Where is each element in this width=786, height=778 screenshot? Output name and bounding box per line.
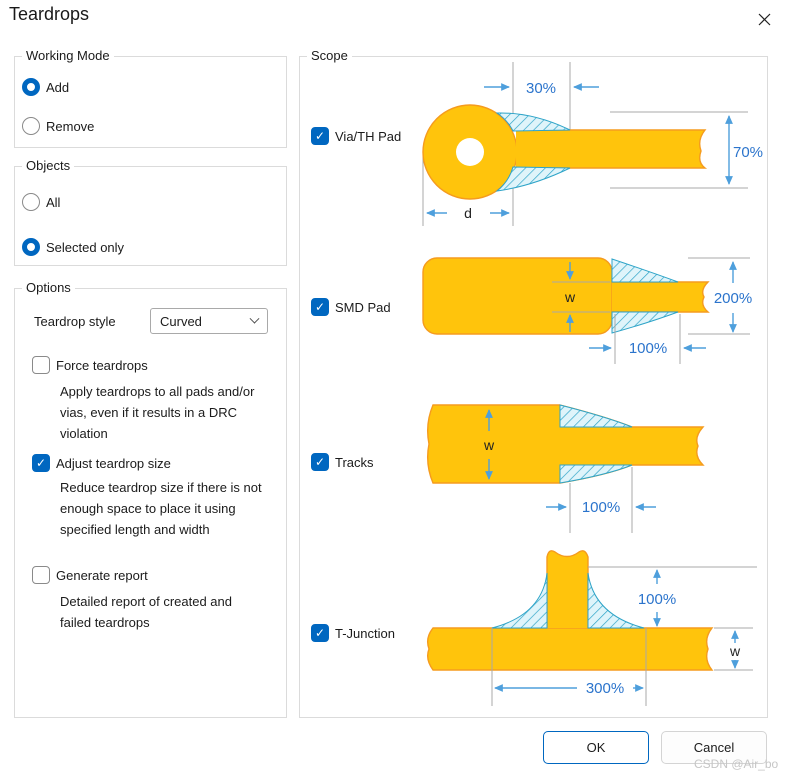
teardrop-style-value: Curved — [160, 313, 202, 329]
radio-row-selected-only[interactable]: Selected only — [22, 238, 124, 256]
radio-all[interactable] — [22, 193, 40, 211]
objects-group: Objects — [14, 158, 287, 266]
smd-teardrop-hatch-bottom — [611, 311, 679, 334]
checkbox-row-tracks[interactable]: ✓ Tracks — [311, 453, 374, 471]
tracks-teardrop-hatch-top — [559, 404, 633, 428]
chevron-down-icon — [249, 313, 260, 324]
watermark: CSDN @Air_bo — [694, 757, 779, 771]
dialog-title: Teardrops — [9, 4, 90, 24]
radio-row-all[interactable]: All — [22, 193, 60, 211]
via-teardrop-hatch-bottom — [495, 166, 571, 192]
close-icon — [758, 13, 770, 25]
checkbox-row-via-th-pad[interactable]: ✓ Via/TH Pad — [311, 127, 401, 145]
ok-button[interactable]: OK — [543, 731, 649, 764]
radio-add[interactable] — [22, 78, 40, 96]
diagram-via-th-pad: 30% 70% d — [422, 62, 763, 226]
checkbox-via-th-pad-label: Via/TH Pad — [335, 128, 402, 144]
options-group-label: Options — [22, 280, 75, 295]
working-mode-group: Working Mode — [14, 48, 287, 148]
radio-remove[interactable] — [22, 117, 40, 135]
via-track-shape — [516, 130, 705, 168]
checkbox-row-generate-report[interactable]: Generate report — [32, 566, 148, 584]
checkbox-tracks[interactable]: ✓ — [311, 453, 329, 471]
tjunction-track-shape — [426, 627, 714, 671]
smd-height-dim: 200% — [714, 290, 752, 307]
checkbox-via-th-pad[interactable]: ✓ — [311, 127, 329, 145]
scope-group-label: Scope — [307, 48, 352, 63]
radio-selected-only[interactable] — [22, 238, 40, 256]
cancel-button[interactable]: Cancel — [661, 731, 767, 764]
via-hole — [456, 138, 484, 166]
tjunction-width-label: w — [729, 643, 741, 659]
via-diameter-label: d — [464, 205, 472, 221]
checkbox-generate-report-label: Generate report — [56, 567, 148, 583]
tjunction-teardrop-hatch-right — [587, 572, 645, 629]
scope-diagrams: 30% 70% d w 200% — [422, 62, 763, 706]
radio-selected-only-label: Selected only — [46, 239, 125, 255]
diagram-tracks: w 100% — [426, 404, 705, 533]
radio-remove-label: Remove — [46, 118, 95, 134]
radio-add-label: Add — [46, 79, 70, 95]
working-mode-group-label: Working Mode — [22, 48, 114, 63]
checkbox-adjust-size-label: Adjust teardrop size — [56, 455, 171, 471]
checkbox-t-junction[interactable]: ✓ — [311, 624, 329, 642]
tracks-teardrop-hatch-bottom — [559, 464, 633, 484]
smd-teardrop-hatch-top — [611, 258, 679, 283]
radio-row-add[interactable]: Add — [22, 78, 69, 96]
via-length-dim: 30% — [526, 80, 556, 97]
scope-group: Scope — [299, 48, 768, 718]
via-teardrop-hatch-top — [495, 112, 571, 132]
checkbox-smd-pad-label: SMD Pad — [335, 299, 391, 315]
tjunction-length-dim: 300% — [586, 680, 624, 697]
close-button[interactable] — [750, 6, 778, 32]
teardrop-style-select[interactable]: Curved — [150, 308, 268, 334]
checkbox-tracks-label: Tracks — [335, 454, 374, 470]
checkbox-smd-pad[interactable]: ✓ — [311, 298, 329, 316]
teardrop-style-label: Teardrop style — [34, 314, 116, 329]
tjunction-height-dim: 100% — [638, 591, 676, 608]
checkbox-force-teardrops[interactable] — [32, 356, 50, 374]
checkbox-row-force-teardrops[interactable]: Force teardrops — [32, 356, 148, 374]
smd-length-dim: 100% — [629, 340, 667, 357]
radio-row-remove[interactable]: Remove — [22, 117, 94, 135]
smd-width-label: w — [564, 289, 576, 305]
smd-pad-shape — [422, 257, 613, 335]
tjunction-teardrop-hatch-left — [491, 572, 548, 629]
tracks-width-label: w — [483, 437, 495, 453]
checkbox-row-adjust-size[interactable]: ✓ Adjust teardrop size — [32, 454, 171, 472]
checkbox-row-t-junction[interactable]: ✓ T-Junction — [311, 624, 395, 642]
checkbox-t-junction-label: T-Junction — [335, 625, 395, 641]
force-teardrops-description: Apply teardrops to all pads and/or vias,… — [60, 384, 255, 441]
checkbox-adjust-size[interactable]: ✓ — [32, 454, 50, 472]
checkbox-force-teardrops-label: Force teardrops — [56, 357, 148, 373]
objects-group-label: Objects — [22, 158, 75, 173]
checkbox-generate-report[interactable] — [32, 566, 50, 584]
options-group: Options — [14, 280, 287, 718]
diagram-smd-pad: w 200% 100% — [422, 257, 752, 364]
via-height-dim: 70% — [733, 144, 763, 161]
tjunction-stub-shape — [547, 550, 588, 628]
adjust-size-description: Reduce teardrop size if there is not eno… — [60, 480, 262, 537]
checkbox-row-smd-pad[interactable]: ✓ SMD Pad — [311, 298, 391, 316]
tracks-length-dim: 100% — [582, 499, 620, 516]
diagram-t-junction: 100% w 300% — [426, 550, 757, 706]
radio-all-label: All — [46, 194, 61, 210]
smd-track-shape — [612, 282, 708, 312]
generate-report-description: Detailed report of created and failed te… — [60, 594, 232, 630]
